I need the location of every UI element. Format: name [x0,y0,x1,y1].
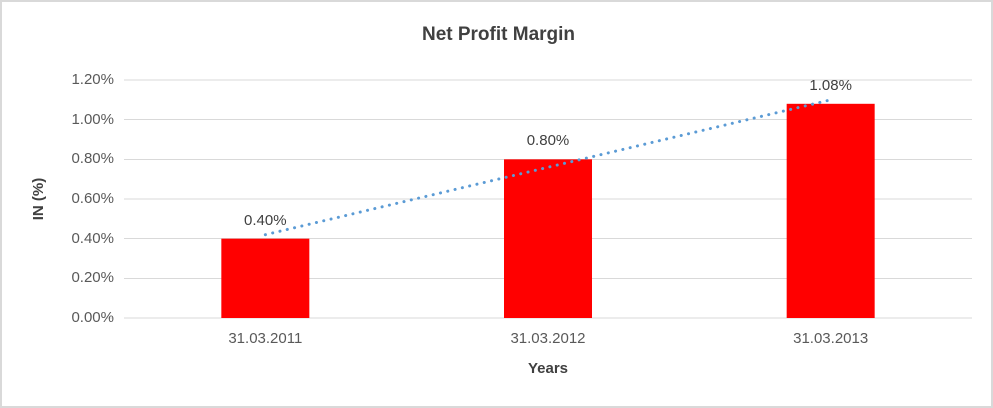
chart-title: Net Profit Margin [421,24,576,45]
y-tick-label: 0.00% [71,309,114,326]
y-tick-label: 0.40% [71,229,114,247]
x-category-label: 31.03.2011 [228,330,303,347]
trendline [263,98,833,237]
x-category-label: 31.03.2012 [510,330,586,347]
bar-31.03.2011 [221,238,310,318]
bar-data-label: 1.08% [809,76,852,94]
y-tick-label: 0.80% [71,150,114,168]
bar-data-label: 0.40% [244,211,287,229]
bar-31.03.2012 [504,159,592,318]
x-axis-title: Years [527,360,569,377]
y-tick-label: 1.20% [71,71,114,88]
bar-data-label: 0.80% [526,132,570,150]
bar-31.03.2013 [786,103,875,318]
x-category-label: 31.03.2013 [793,330,869,347]
y-tick-label: 0.20% [71,269,114,287]
y-tick-label: 1.00% [71,110,114,128]
y-tick-label: 0.60% [71,190,114,207]
